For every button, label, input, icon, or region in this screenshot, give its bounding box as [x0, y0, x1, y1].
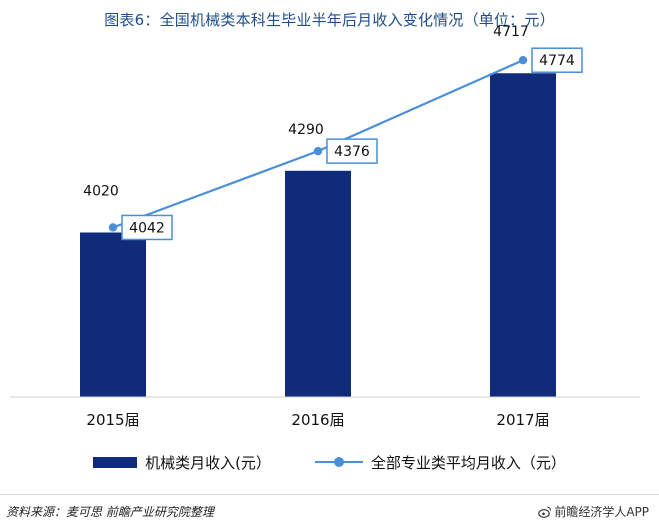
x-tick-label-1: 2016届: [291, 411, 344, 429]
brand: 前瞻经济学人APP: [538, 503, 649, 520]
line-value-box-1: [326, 138, 378, 164]
bar-0: [80, 232, 146, 397]
brand-text: 前瞻经济学人APP: [554, 505, 649, 519]
x-tick-label-2: 2017届: [496, 411, 549, 429]
chart-title: 图表6：全国机械类本科生毕业半年后月收入变化情况（单位：元）: [104, 11, 555, 29]
line-value-label-1: 4376: [334, 144, 370, 160]
line-point-0: [108, 223, 118, 232]
line-value-label-0: 4042: [129, 220, 165, 236]
legend: 机械类月收入(元） 全部专业类平均月收入（元）: [0, 450, 659, 474]
bar-1: [285, 170, 351, 397]
legend-swatch-line: [314, 456, 363, 468]
line-value-label-2: 4774: [539, 53, 575, 69]
line-point-2: [518, 56, 528, 65]
line-value-box-2: [531, 47, 583, 73]
source-note: 资料来源：麦可思 前瞻产业研究院整理: [6, 505, 214, 519]
line-value-box-0: [121, 214, 173, 241]
legend-label-bar: 机械类月收入(元）: [145, 453, 271, 472]
bar-value-label-1: 4290: [288, 122, 324, 138]
bar-line-chart: 4020 4290 4717 4042 4376 4774 2015届 2016届 2017届: [10, 24, 640, 429]
bar-value-label-0: 4020: [83, 183, 119, 199]
legend-item-line: 全部专业类平均月收入（元）: [314, 452, 566, 473]
legend-label-line: 全部专业类平均月收入（元）: [370, 453, 566, 472]
footer: 资料来源：麦可思 前瞻产业研究院整理 前瞻经济学人APP: [0, 494, 659, 530]
weibo-icon: [538, 506, 552, 518]
bar-value-label-2: 4717: [493, 24, 529, 40]
line-point-1: [313, 146, 323, 156]
x-tick-label-0: 2015届: [86, 411, 139, 429]
legend-swatch-bar: [93, 456, 138, 468]
bar-2: [490, 73, 556, 397]
legend-item-bar: 机械类月收入(元）: [93, 452, 271, 473]
